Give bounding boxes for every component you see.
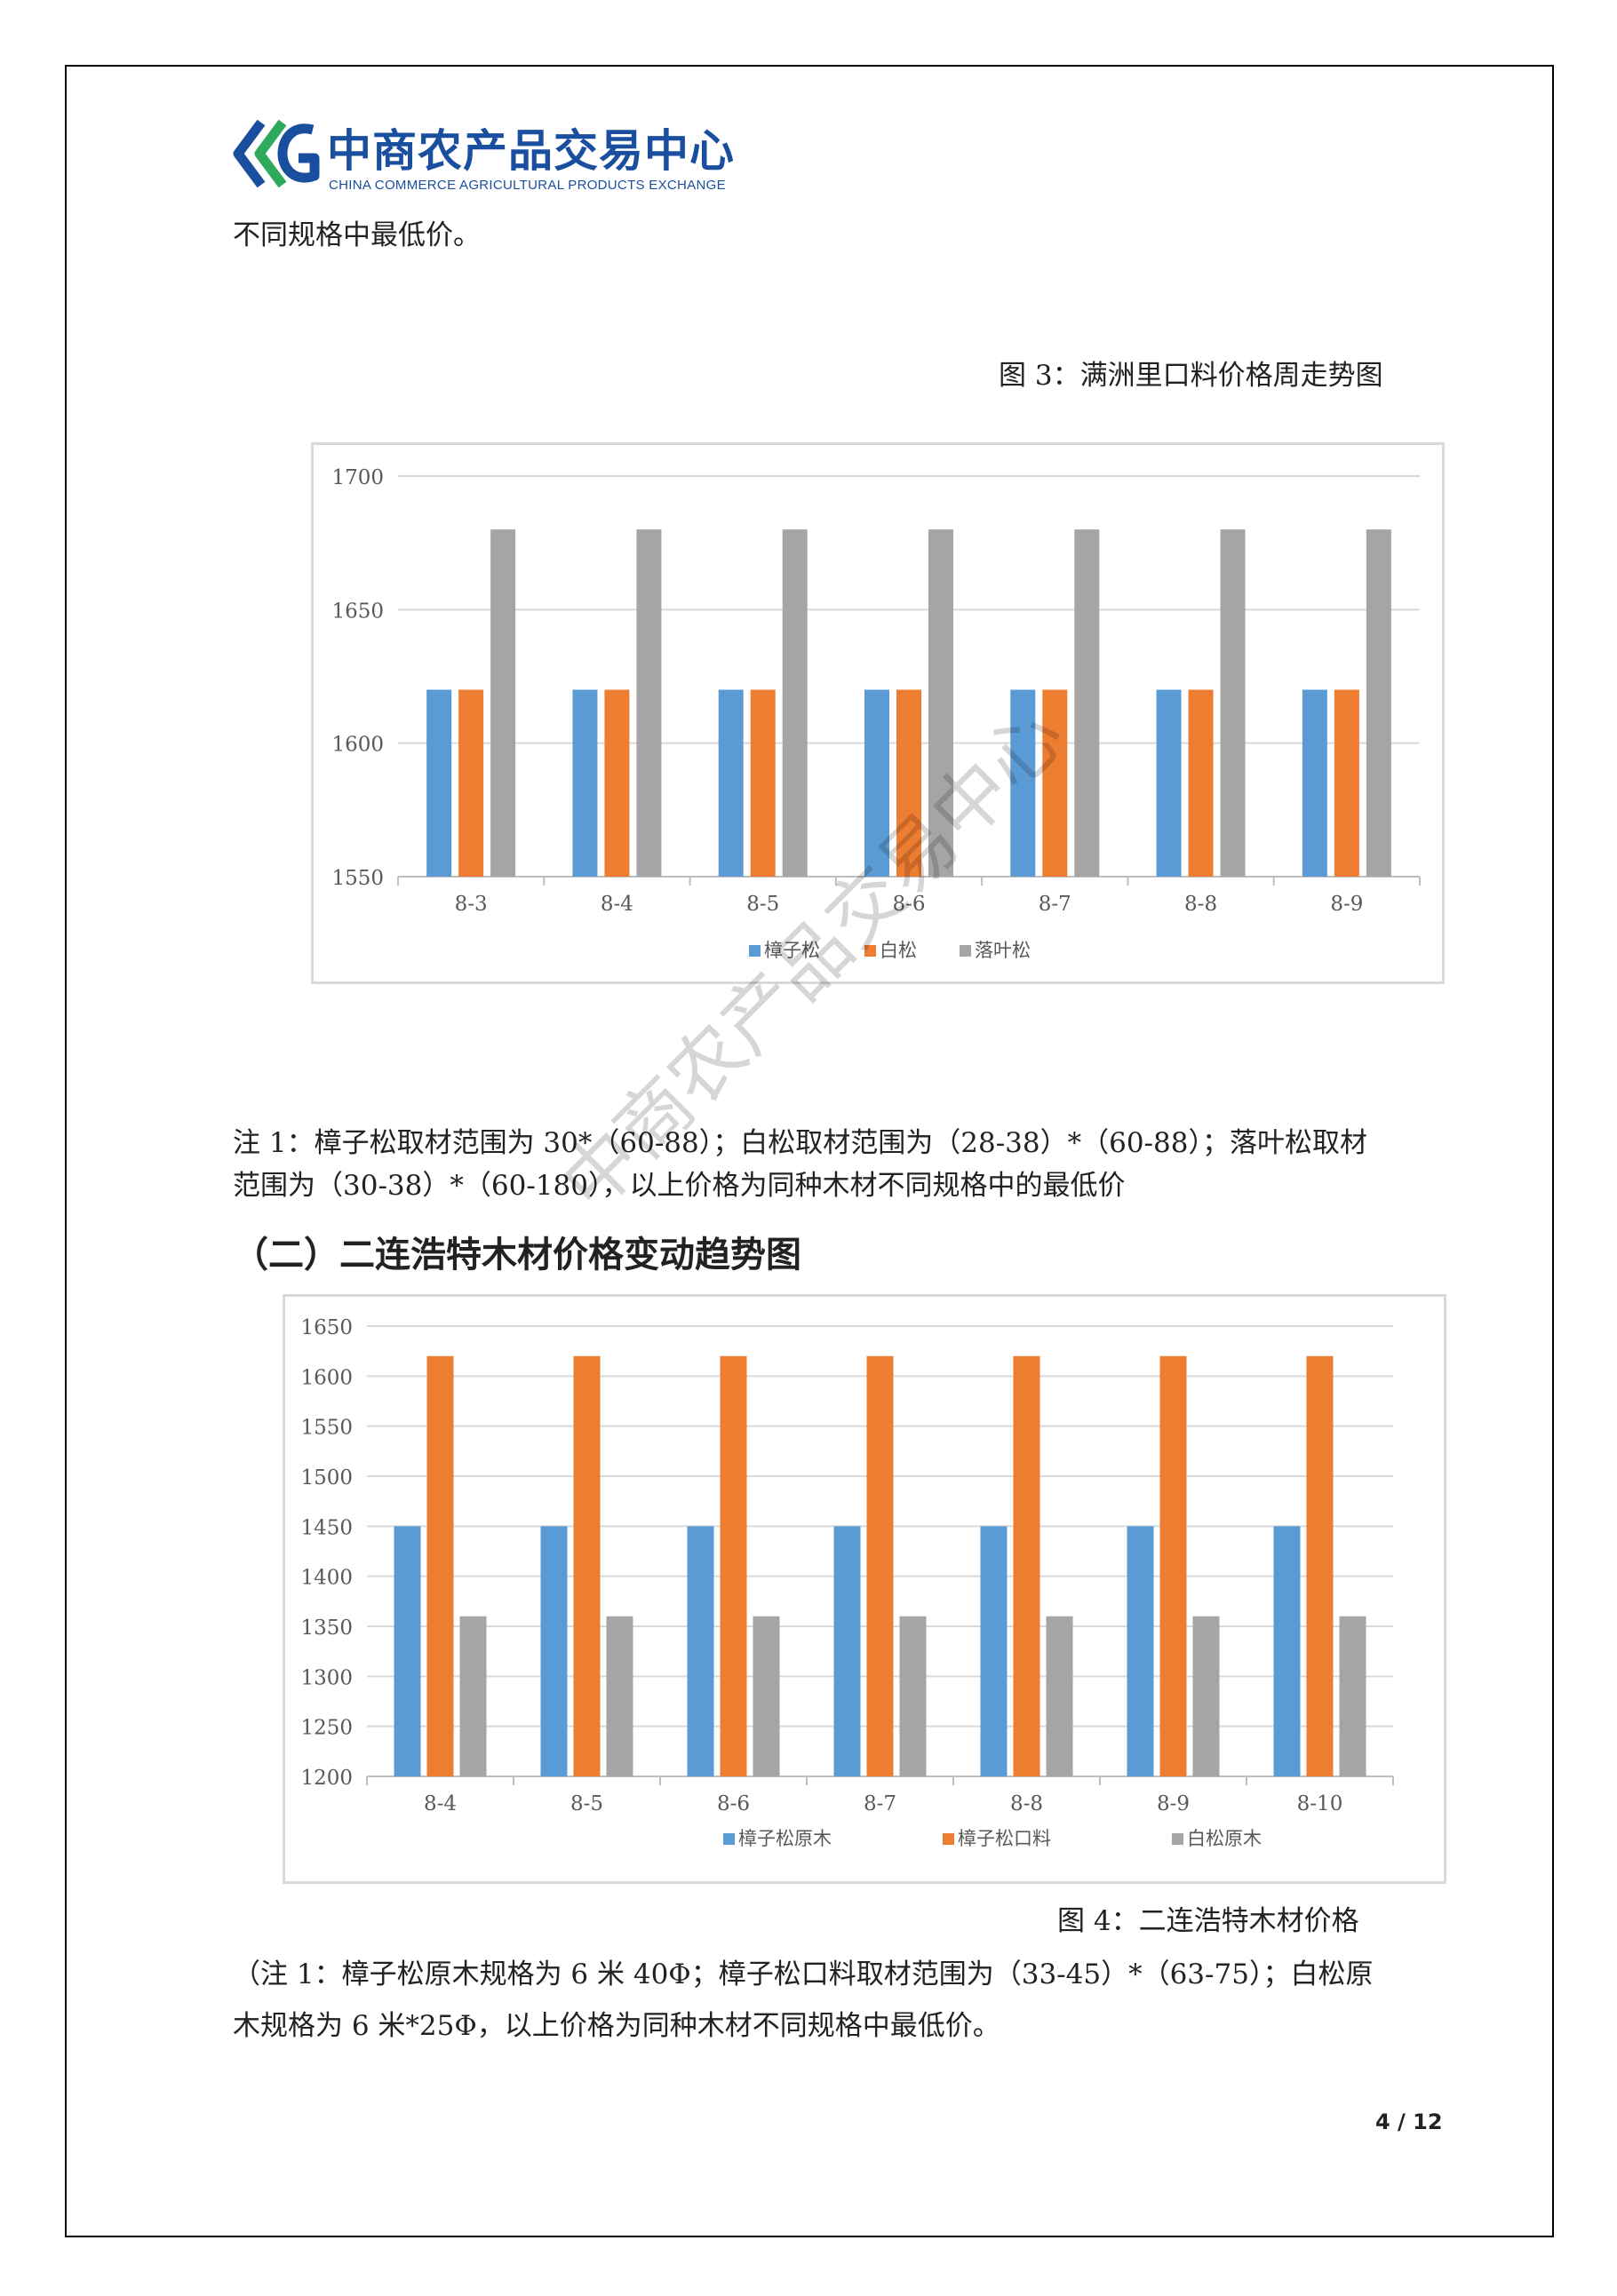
bar — [459, 1616, 487, 1776]
y-tick-label: 1450 — [300, 1516, 353, 1539]
y-tick-label: 1350 — [300, 1617, 353, 1640]
x-tick-label: 8-7 — [1039, 893, 1071, 916]
x-tick-label: 8-4 — [424, 1792, 457, 1815]
y-tick-label: 1400 — [300, 1567, 353, 1590]
note1-line2: 范围为（30-38）*（60-180），以上价格为同种木材不同规格中的最低价 — [233, 1170, 1126, 1202]
y-tick-label: 1600 — [331, 734, 384, 757]
bar — [490, 529, 516, 877]
page-number: 4 / 12 — [1375, 2109, 1443, 2134]
y-tick-label: 1650 — [300, 1316, 353, 1339]
legend-label: 樟子松 — [764, 940, 820, 961]
logo-icon — [233, 119, 320, 188]
bar — [1192, 1616, 1220, 1776]
x-tick-label: 8-5 — [746, 893, 779, 916]
y-tick-label: 1550 — [300, 1417, 353, 1440]
y-tick-label: 1300 — [300, 1666, 353, 1689]
bar — [1042, 689, 1068, 877]
bar — [426, 689, 452, 877]
legend-swatch — [723, 1833, 735, 1845]
bar — [866, 1355, 894, 1776]
bar — [928, 529, 953, 877]
bar — [1339, 1616, 1366, 1776]
bar — [426, 1355, 454, 1776]
x-tick-label: 8-4 — [601, 893, 633, 916]
y-tick-label: 1700 — [331, 466, 384, 489]
bar — [1156, 689, 1182, 877]
x-tick-label: 8-5 — [570, 1792, 603, 1815]
x-tick-label: 8-8 — [1184, 893, 1217, 916]
bar — [1306, 1355, 1334, 1776]
section-heading: （二）二连浩特木材价格变动趋势图 — [233, 1235, 801, 1275]
bar — [1366, 529, 1391, 877]
legend-label: 落叶松 — [975, 940, 1031, 961]
figure3-caption: 图 3：满洲里口料价格周走势图 — [999, 360, 1383, 392]
x-tick-label: 8-6 — [892, 893, 925, 916]
page-border — [65, 65, 1554, 2237]
legend-label: 白松 — [880, 940, 917, 961]
bar — [1074, 529, 1100, 877]
bar — [864, 689, 889, 877]
bar — [540, 1526, 568, 1776]
bar — [572, 689, 598, 877]
bar — [604, 689, 630, 877]
legend-swatch — [749, 945, 761, 957]
bar — [573, 1355, 601, 1776]
y-tick-label: 1250 — [300, 1717, 353, 1740]
bar — [687, 1526, 714, 1776]
x-tick-label: 8-6 — [717, 1792, 750, 1815]
bar — [980, 1526, 1008, 1776]
bar — [394, 1526, 421, 1776]
logo-title: 中商农产品交易中心 — [327, 125, 735, 177]
bar — [833, 1526, 861, 1776]
note2-line1: （注 1：樟子松原木规格为 6 米 40Φ；樟子松口料取材范围为（33-45）*… — [233, 1958, 1374, 1990]
bar — [458, 689, 484, 877]
legend-swatch — [960, 945, 971, 957]
bar — [753, 1616, 780, 1776]
bar — [1302, 689, 1327, 877]
x-tick-label: 8-7 — [864, 1792, 896, 1815]
figure4-caption: 图 4：二连浩特木材价格 — [1057, 1905, 1359, 1937]
bar — [1220, 529, 1246, 877]
chart-2: 1200 1250 1300 1350 1400 1450 1500 1550 1600 1650… — [300, 1316, 1394, 1849]
y-tick-label: 1550 — [331, 867, 384, 890]
intro-line: 不同规格中最低价。 — [233, 219, 481, 251]
y-tick-label: 1650 — [331, 600, 384, 623]
legend-swatch — [864, 945, 876, 957]
legend-swatch — [1172, 1833, 1183, 1845]
bar — [1046, 1616, 1073, 1776]
bar — [1188, 689, 1214, 877]
note2-line2: 木规格为 6 米*25Φ，以上价格为同种木材不同规格中最低价。 — [233, 2010, 1000, 2042]
bar — [718, 689, 744, 877]
bar — [896, 689, 921, 877]
bar — [1334, 689, 1359, 877]
x-tick-label: 8-3 — [455, 893, 488, 916]
bar — [1013, 1355, 1040, 1776]
x-tick-label: 8-9 — [1157, 1792, 1190, 1815]
y-tick-label: 1200 — [300, 1767, 353, 1790]
chart-2-frame: 1200 1250 1300 1350 1400 1450 1500 1550 1600 1650… — [283, 1294, 1446, 1884]
bar — [782, 529, 808, 877]
legend-label: 白松原木 — [1187, 1828, 1262, 1849]
x-tick-label: 8-9 — [1330, 893, 1363, 916]
chart-1: 1550 1600 1650 1700 8-3 8-4 8-5 8-6 8-7 8-8 8-9 樟子松… — [331, 466, 1421, 961]
bar — [720, 1355, 747, 1776]
y-tick-label: 1600 — [300, 1366, 353, 1389]
y-tick-label: 1500 — [300, 1466, 353, 1490]
bar — [606, 1616, 633, 1776]
bar — [1127, 1526, 1154, 1776]
note1-line1: 注 1：樟子松取材范围为 30*（60-88）；白松取材范围为（28-38）*（… — [233, 1127, 1367, 1159]
x-tick-label: 8-10 — [1297, 1792, 1343, 1815]
x-tick-label: 8-8 — [1010, 1792, 1043, 1815]
bar — [1273, 1526, 1301, 1776]
legend-label: 樟子松原木 — [738, 1828, 832, 1849]
bar — [750, 689, 776, 877]
bar — [899, 1616, 927, 1776]
chart-1-frame: 1550 1600 1650 1700 8-3 8-4 8-5 8-6 8-7 8-8 8-9 樟子松… — [311, 442, 1445, 984]
legend-label: 樟子松口料 — [958, 1828, 1051, 1849]
bar — [1159, 1355, 1187, 1776]
bar — [1010, 689, 1036, 877]
logo-subtitle: CHINA COMMERCE AGRICULTURAL PRODUCTS EXC… — [329, 178, 726, 193]
legend-swatch — [943, 1833, 954, 1845]
bar — [636, 529, 662, 877]
